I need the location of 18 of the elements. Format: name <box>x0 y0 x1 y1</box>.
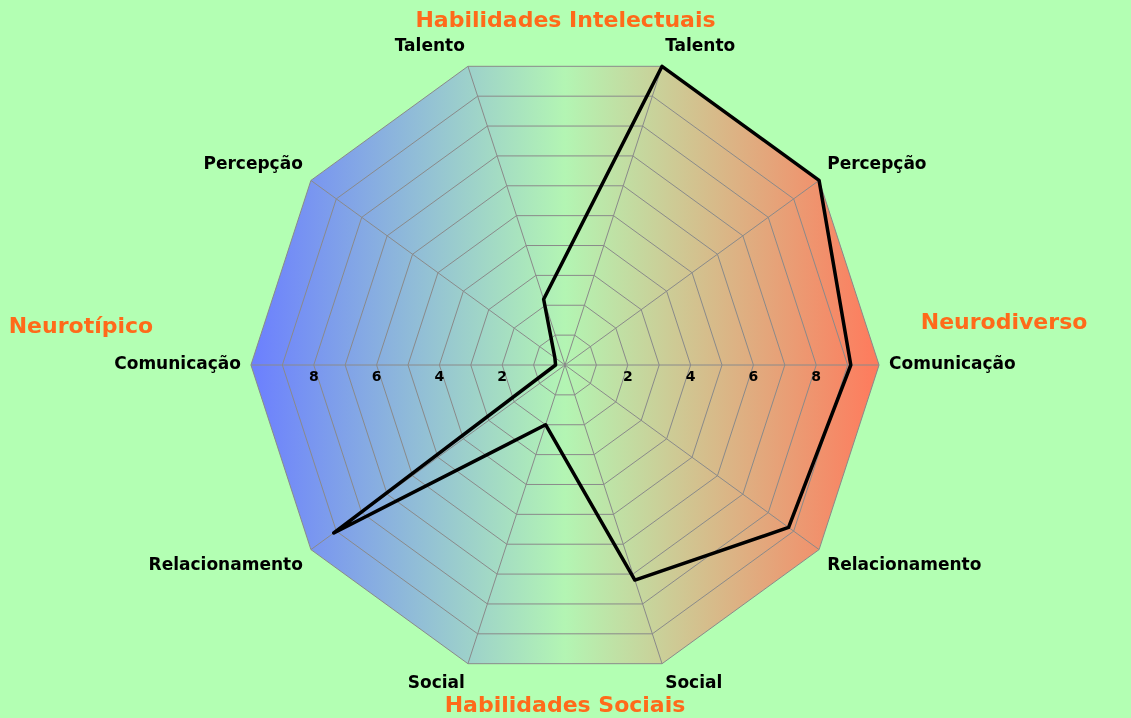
spoke-label: Comunicação <box>114 353 241 374</box>
spoke-label: Relacionamento <box>148 554 303 575</box>
spoke-label: Relacionamento <box>827 554 982 575</box>
spoke-label: Talento <box>665 35 736 56</box>
text: Neurotípico <box>8 312 154 338</box>
text: 8 <box>811 367 822 384</box>
text: 4 <box>685 367 696 384</box>
spoke-label: Social <box>665 671 723 692</box>
spoke-label: Comunicação <box>889 353 1016 374</box>
text: Habilidades Sociais <box>444 691 686 717</box>
spoke-label: Percepção <box>203 152 303 173</box>
spoke-label: Social <box>407 671 465 692</box>
text: 2 <box>622 367 633 384</box>
text: Neurodiverso <box>920 308 1088 334</box>
spoke-label: Percepção <box>827 152 927 173</box>
spoke-label: Talento <box>394 35 465 56</box>
chart-title: Habilidades Intelectuais <box>415 6 716 32</box>
text: 6 <box>748 367 759 384</box>
